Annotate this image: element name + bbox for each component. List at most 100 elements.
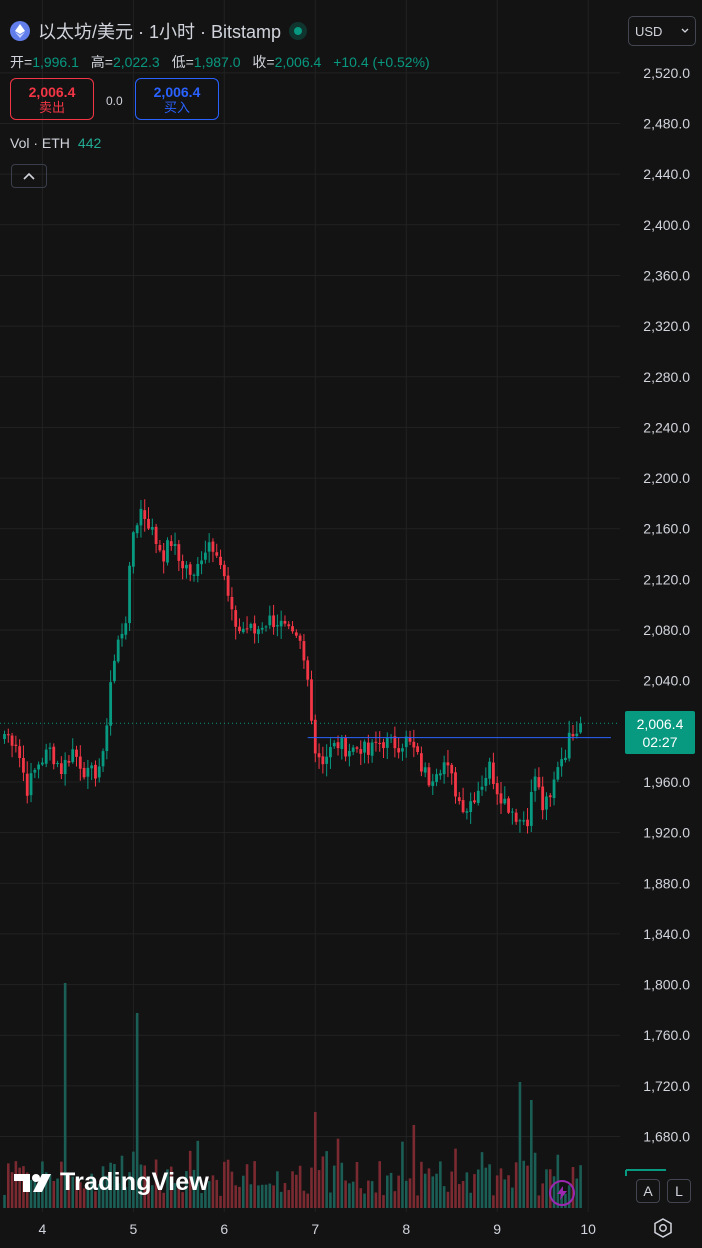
volume-bar <box>120 1155 124 1208</box>
volume-bar <box>101 1166 105 1208</box>
candle-body <box>412 741 416 748</box>
volume-bar <box>245 1164 249 1208</box>
volume-bar <box>344 1180 347 1208</box>
candle-body <box>241 628 245 633</box>
candle-body <box>257 629 260 635</box>
volume-bar <box>204 1185 207 1208</box>
candle-body <box>579 723 582 733</box>
candle-body <box>67 760 71 763</box>
ohlc-legend: 开=1,996.1 高=2,022.3 低=1,987.0 收=2,006.4 … <box>10 52 438 72</box>
volume-bar <box>177 1186 181 1208</box>
volume-bar <box>408 1178 412 1208</box>
candle-body <box>203 552 207 560</box>
tradingview-logo[interactable]: TradingView <box>14 1168 209 1197</box>
candle-body <box>435 774 438 782</box>
volume-bar <box>484 1167 488 1208</box>
y-axis-labels[interactable]: 2,520.0 2,480.0 2,440.0 2,400.0 2,360.0 2,320… <box>643 65 690 1145</box>
volume-bar <box>465 1172 469 1208</box>
sell-button[interactable]: 2,006.4 卖出 <box>10 78 94 120</box>
market-open-icon[interactable] <box>289 22 308 40</box>
y-tick-label: 2,040.0 <box>643 673 690 689</box>
candle-body <box>147 518 150 529</box>
volume-bar <box>82 1188 86 1208</box>
volume-bar <box>14 1161 18 1208</box>
candle-body <box>279 620 283 627</box>
volume-bar <box>488 1164 491 1208</box>
volume-bar <box>348 1183 351 1208</box>
candle-body <box>158 544 162 551</box>
auto-scale-button[interactable]: A <box>636 1179 660 1203</box>
candle-body <box>162 550 166 562</box>
volume-bar <box>109 1162 112 1208</box>
candle-body <box>196 563 200 576</box>
volume-bar <box>147 1184 150 1208</box>
candle-body <box>63 759 67 775</box>
volume-bar <box>181 1192 184 1208</box>
volume-legend[interactable]: Vol · ETH 442 <box>10 135 101 151</box>
candle-body <box>514 812 518 822</box>
log-scale-button[interactable]: L <box>667 1179 691 1203</box>
x-axis-labels[interactable]: 4 5 6 7 8 9 10 <box>39 1221 597 1237</box>
volume-bar <box>18 1167 21 1208</box>
brand-name: TradingView <box>60 1168 210 1196</box>
candle-body <box>260 627 264 630</box>
volume-bar <box>158 1186 162 1208</box>
auto-scale-label: A <box>643 1183 653 1199</box>
last-price-value: 2,006.4 <box>636 716 684 732</box>
candle-body <box>537 777 541 788</box>
volume-bar <box>135 1013 139 1208</box>
volume-bar <box>71 1176 75 1208</box>
volume-bar <box>60 1161 63 1208</box>
currency-select[interactable]: USD <box>628 16 696 46</box>
volume-bar <box>533 1152 537 1208</box>
volume-label: Vol · ETH <box>10 135 70 151</box>
volume-bar <box>518 1082 522 1208</box>
candle-body <box>575 733 579 737</box>
candle-body <box>355 747 359 749</box>
candle-body <box>192 574 196 576</box>
volume-bar <box>473 1174 476 1208</box>
close-value: 2,006.4 <box>274 54 322 70</box>
candle-body <box>185 564 188 569</box>
candle-body <box>29 773 33 796</box>
candle-body <box>382 742 385 749</box>
volume-bar <box>79 1182 82 1208</box>
open-label: 开= <box>10 54 33 70</box>
volume-bar <box>128 1172 131 1208</box>
candle-body <box>457 797 461 802</box>
candle-body <box>332 742 336 747</box>
candle-body <box>450 764 454 774</box>
volume-bar <box>511 1187 514 1208</box>
volume-bar <box>29 1180 33 1208</box>
candle-body <box>408 737 412 742</box>
lightning-icon[interactable] <box>549 1180 575 1206</box>
candle-body <box>10 735 14 746</box>
volume-bar <box>272 1185 275 1208</box>
candle-body <box>128 565 131 624</box>
close-label: 收= <box>252 54 275 70</box>
x-tick-label: 8 <box>402 1221 410 1237</box>
x-tick-label: 4 <box>39 1221 47 1237</box>
candle-body <box>526 819 529 827</box>
symbol-header[interactable]: 以太坊/美元 · 1小时 · Bitstamp <box>10 18 308 44</box>
candle-body <box>510 811 514 813</box>
volume-bar <box>241 1175 245 1208</box>
settings-gear-icon[interactable] <box>652 1217 674 1239</box>
candle-body <box>90 765 94 769</box>
candle-body <box>473 800 476 803</box>
collapse-legend-button[interactable] <box>11 164 47 188</box>
buy-button[interactable]: 2,006.4 买入 <box>135 78 219 120</box>
volume-bar <box>3 1194 6 1208</box>
volume-bar <box>48 1174 52 1208</box>
candle-body <box>302 641 306 661</box>
volume-bar <box>162 1192 165 1208</box>
candle-body <box>249 624 253 629</box>
candle-body <box>291 626 294 632</box>
candle-body <box>59 763 63 775</box>
volume-bar <box>207 1181 211 1208</box>
candle-body <box>14 744 18 746</box>
candle-body <box>374 741 378 743</box>
volume-bar <box>329 1192 332 1208</box>
candle-body <box>113 660 116 682</box>
